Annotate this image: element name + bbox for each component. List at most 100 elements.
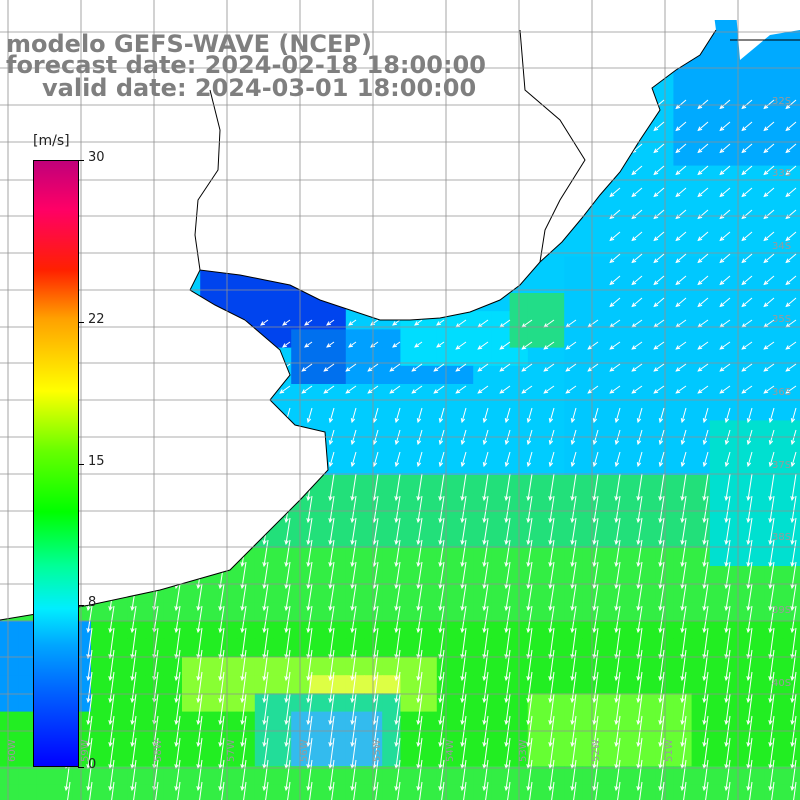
wind-arrow xyxy=(702,649,709,682)
border-uruguay xyxy=(194,89,221,271)
wind-cell xyxy=(127,638,147,658)
wind-arrow xyxy=(235,363,247,372)
wind-arrow xyxy=(169,385,181,394)
wind-cell xyxy=(728,438,747,458)
wind-cell xyxy=(618,766,638,785)
wind-cell xyxy=(618,784,638,800)
wind-arrow xyxy=(108,451,115,468)
wind-cell xyxy=(618,529,638,549)
wind-arrow xyxy=(658,671,665,704)
longitude-label: 54W xyxy=(445,739,456,762)
wind-cell xyxy=(746,92,765,112)
wind-cell xyxy=(673,638,693,658)
wind-cell xyxy=(673,129,693,148)
wind-arrow xyxy=(262,605,269,634)
wind-cell xyxy=(673,584,693,603)
wind-arrow xyxy=(221,781,225,800)
wind-arrow xyxy=(279,385,291,394)
wind-cell xyxy=(564,274,583,294)
wind-arrow xyxy=(177,781,181,800)
wind-cell xyxy=(691,220,711,239)
wind-arrow xyxy=(284,495,291,524)
wind-cell xyxy=(182,602,201,622)
wind-arrow xyxy=(658,649,665,682)
wind-arrow xyxy=(636,627,643,660)
wind-arrow xyxy=(482,495,489,524)
wind-arrow xyxy=(218,627,225,660)
wind-arrow xyxy=(680,583,687,612)
wind-arrow xyxy=(240,473,247,502)
wind-arrow xyxy=(763,341,775,350)
wind-arrow xyxy=(328,671,335,704)
wind-cell xyxy=(728,293,747,312)
wind-cell xyxy=(400,547,420,567)
wind-arrow xyxy=(631,363,643,372)
wind-arrow xyxy=(609,165,621,176)
wind-cell xyxy=(655,493,674,512)
wind-cell xyxy=(673,675,693,694)
wind-cell xyxy=(455,329,474,349)
wind-arrow xyxy=(614,671,621,704)
wind-arrow xyxy=(196,693,203,726)
wind-cell xyxy=(655,129,674,148)
wind-arrow xyxy=(301,363,313,372)
wind-arrow xyxy=(345,385,357,394)
wind-arrow xyxy=(216,319,225,326)
wind-cell xyxy=(728,384,747,403)
wind-cell xyxy=(400,347,420,367)
wind-arrow xyxy=(697,341,709,350)
wind-arrow xyxy=(240,671,247,704)
wind-arrow xyxy=(746,473,753,502)
wind-arrow xyxy=(438,517,445,546)
wind-cell xyxy=(473,675,492,694)
wind-arrow xyxy=(438,451,445,468)
wind-cell xyxy=(527,748,547,767)
wind-arrow xyxy=(199,781,203,800)
wind-arrow xyxy=(350,605,357,634)
wind-cell xyxy=(163,602,183,622)
wind-arrow xyxy=(328,495,335,524)
wind-arrow xyxy=(595,781,599,800)
wind-arrow xyxy=(785,363,797,372)
wind-arrow xyxy=(548,759,555,792)
wind-cell xyxy=(527,602,547,622)
wind-cell xyxy=(618,566,638,585)
wind-arrow xyxy=(103,385,115,394)
wind-arrow xyxy=(240,759,247,792)
wind-arrow xyxy=(130,649,137,682)
wind-cell xyxy=(418,511,438,531)
wind-arrow xyxy=(350,583,357,612)
wind-cell xyxy=(618,493,638,512)
wind-cell xyxy=(709,183,729,203)
title-forecast-date: forecast date: 2024-02-18 18:00:00 xyxy=(6,51,486,79)
wind-arrow xyxy=(636,451,643,468)
wind-cell xyxy=(345,438,365,458)
wind-cell xyxy=(182,693,201,713)
wind-cell xyxy=(327,420,347,440)
wind-cell xyxy=(400,584,420,603)
wind-arrow xyxy=(438,605,445,634)
wind-cell xyxy=(291,384,310,403)
wind-cell xyxy=(109,657,128,676)
wind-cell xyxy=(254,693,274,713)
wind-cell xyxy=(291,566,310,585)
wind-arrow xyxy=(218,473,225,502)
wind-arrow xyxy=(218,649,225,682)
wind-arrow xyxy=(790,495,797,524)
wind-arrow xyxy=(235,385,247,394)
wind-arrow xyxy=(680,693,687,726)
wind-cell xyxy=(655,165,674,185)
wind-arrow xyxy=(218,671,225,704)
wind-cell xyxy=(691,311,711,330)
wind-arrow xyxy=(587,341,599,350)
wind-arrow xyxy=(746,671,753,704)
coastline xyxy=(0,29,800,621)
wind-cell xyxy=(655,311,674,330)
wind-arrow xyxy=(548,539,555,568)
wind-cell xyxy=(418,729,438,749)
wind-cell xyxy=(655,657,674,676)
wind-cell xyxy=(637,547,656,567)
wind-cell xyxy=(145,711,165,731)
wind-arrow xyxy=(394,583,401,612)
wind-cell xyxy=(782,493,800,512)
